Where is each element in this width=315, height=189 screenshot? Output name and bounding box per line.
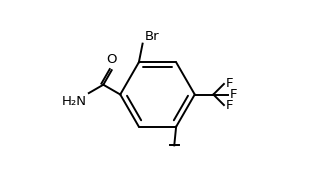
Text: Br: Br (145, 30, 159, 43)
Text: F: F (230, 88, 237, 101)
Text: F: F (226, 77, 233, 90)
Text: O: O (106, 53, 117, 67)
Text: F: F (226, 99, 233, 112)
Text: H₂N: H₂N (62, 95, 87, 108)
